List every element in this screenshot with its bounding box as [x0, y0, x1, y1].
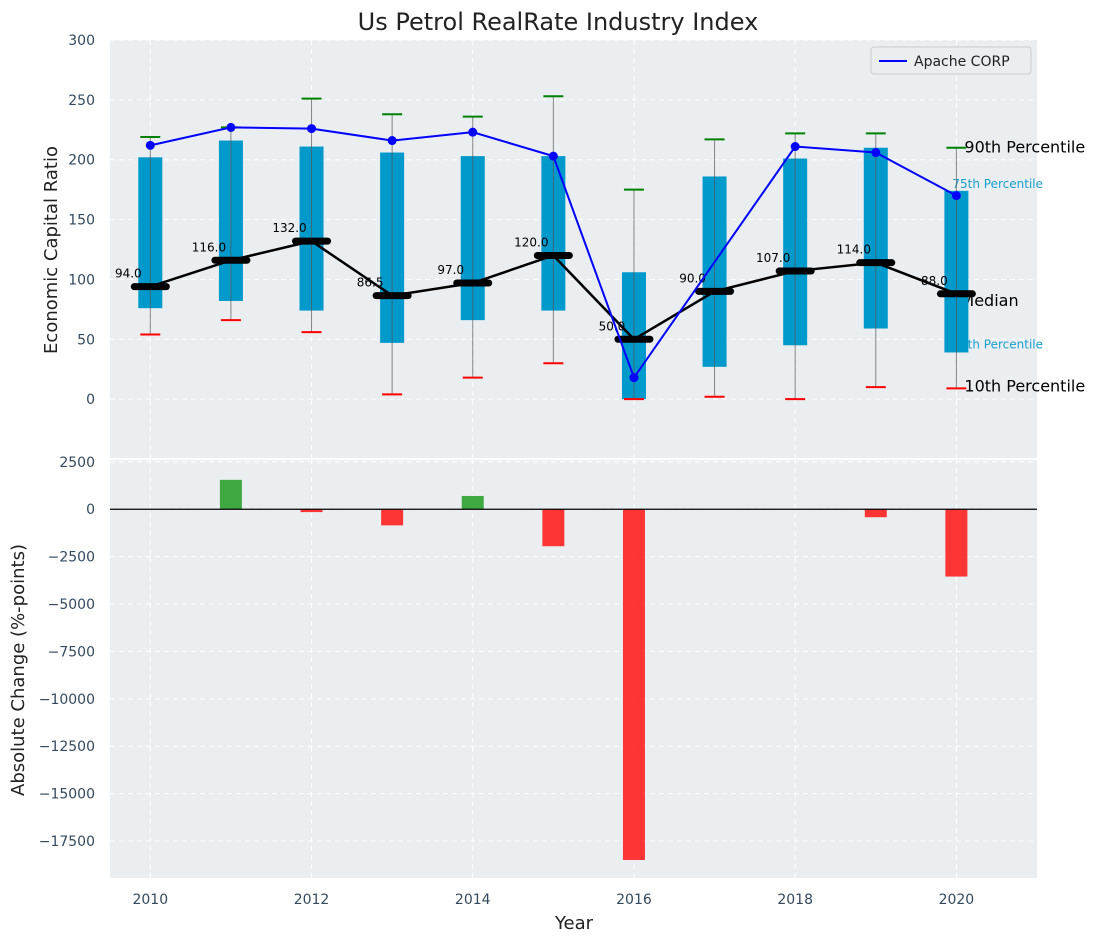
chart-title: Us Petrol RealRate Industry Index	[358, 8, 759, 36]
y-tick-label: 2500	[59, 455, 95, 471]
y-tick-label: −7500	[48, 644, 95, 660]
median-label: 132.0	[272, 221, 306, 235]
top-y-axis-label: Economic Capital Ratio	[41, 146, 62, 354]
y-tick-label: 0	[86, 392, 95, 408]
y-tick-label: −2500	[48, 550, 95, 566]
apache-point	[629, 373, 639, 383]
annotation-25th: 25th Percentile	[952, 337, 1043, 351]
bottom-panel: 2500 0 −2500 −5000 −7500 −10000 −12500 −15000 −1…	[39, 455, 1037, 908]
change-bar	[300, 509, 323, 513]
apache-point	[790, 142, 800, 152]
legend-entry-apache-corp: Apache CORP	[914, 54, 1010, 70]
change-bar	[381, 509, 404, 526]
median-label: 94.0	[115, 267, 142, 281]
median-label: 50.0	[599, 319, 626, 333]
median-label: 97.0	[437, 263, 464, 277]
annotation-90th: 90th Percentile	[964, 138, 1085, 157]
change-bar	[542, 509, 565, 547]
apache-point	[307, 124, 317, 134]
median-label: 116.0	[192, 240, 226, 254]
y-tick-label: −15000	[39, 787, 95, 803]
apache-point	[226, 122, 236, 132]
x-tick-label: 2014	[455, 892, 491, 908]
y-tick-label: −12500	[39, 739, 95, 755]
change-bar	[461, 495, 484, 510]
x-tick-label: 2010	[132, 892, 168, 908]
change-bar	[864, 509, 887, 518]
x-tick-label: 2018	[777, 892, 813, 908]
x-axis-label: Year	[554, 913, 594, 934]
top-panel: 0 50 100 150 200 250 300 90th Percentile 75th Pe…	[68, 33, 1085, 460]
change-bar	[945, 509, 968, 577]
y-tick-label: 0	[86, 502, 95, 518]
median-label: 107.0	[756, 251, 790, 265]
apache-point	[145, 140, 155, 150]
change-bar	[219, 479, 242, 510]
y-tick-label: 300	[68, 33, 95, 49]
legend: Apache CORP	[870, 46, 1032, 75]
x-tick-label: 2012	[294, 892, 330, 908]
median-label: 90.0	[679, 271, 706, 285]
annotation-10th: 10th Percentile	[964, 376, 1085, 395]
apache-point	[548, 151, 558, 161]
y-tick-label: 50	[77, 332, 95, 348]
apache-line	[150, 126, 957, 380]
annotation-75th: 75th Percentile	[952, 177, 1043, 191]
x-tick-label: 2016	[616, 892, 652, 908]
y-tick-label: −17500	[39, 834, 95, 850]
y-tick-label: 150	[68, 213, 95, 229]
bottom-plot-area	[110, 459, 1037, 878]
median-label: 88.0	[921, 274, 948, 288]
apache-point	[468, 127, 478, 137]
median-label: 86.5	[357, 276, 384, 290]
y-tick-label: −10000	[39, 692, 95, 708]
y-tick-label: −5000	[48, 597, 95, 613]
apache-point	[871, 148, 881, 158]
y-tick-label: 100	[68, 272, 95, 288]
y-tick-label: 250	[68, 93, 95, 109]
median-label: 120.0	[514, 235, 548, 249]
x-tick-label: 2020	[939, 892, 975, 908]
change-bar	[622, 509, 645, 860]
apache-point	[951, 191, 961, 201]
median-label: 114.0	[837, 243, 871, 257]
bottom-y-axis-label: Absolute Change (%-points)	[8, 544, 29, 796]
apache-point	[387, 136, 397, 146]
top-plot-area	[110, 40, 1037, 459]
y-tick-label: 200	[68, 153, 95, 169]
